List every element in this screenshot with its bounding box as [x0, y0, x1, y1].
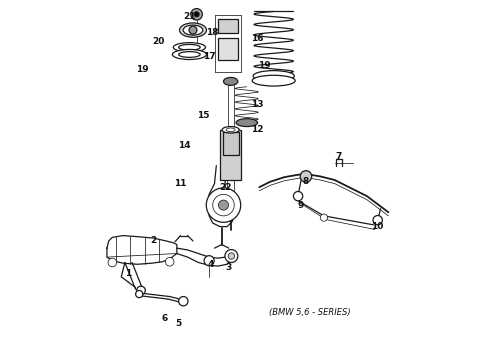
Text: 17: 17 — [203, 52, 216, 61]
Circle shape — [191, 9, 202, 20]
Text: 15: 15 — [197, 111, 210, 120]
Circle shape — [206, 188, 241, 222]
Ellipse shape — [183, 25, 203, 35]
Ellipse shape — [179, 51, 200, 57]
Circle shape — [166, 257, 174, 266]
Text: (BMW 5,6 - SERIES): (BMW 5,6 - SERIES) — [269, 308, 350, 317]
Ellipse shape — [179, 23, 206, 37]
Bar — [218, 39, 238, 60]
Circle shape — [189, 26, 197, 34]
Circle shape — [194, 12, 199, 17]
Text: 19: 19 — [258, 61, 271, 70]
Ellipse shape — [252, 75, 295, 86]
Bar — [218, 19, 238, 33]
Text: 11: 11 — [174, 179, 187, 188]
Ellipse shape — [226, 128, 235, 132]
Ellipse shape — [253, 71, 294, 81]
Text: 2: 2 — [150, 237, 157, 246]
Text: 21: 21 — [183, 12, 196, 21]
Circle shape — [228, 253, 235, 259]
Text: 12: 12 — [251, 125, 264, 134]
Text: 18: 18 — [206, 28, 219, 37]
Ellipse shape — [179, 44, 200, 50]
Circle shape — [204, 256, 214, 266]
Circle shape — [294, 192, 303, 201]
Circle shape — [219, 200, 228, 210]
Ellipse shape — [172, 49, 206, 59]
Circle shape — [320, 214, 327, 221]
Circle shape — [373, 216, 382, 225]
Text: 7: 7 — [335, 152, 342, 161]
Circle shape — [300, 171, 312, 182]
Text: 16: 16 — [251, 34, 264, 43]
Text: 9: 9 — [297, 201, 304, 210]
Circle shape — [213, 194, 234, 216]
Text: 14: 14 — [178, 141, 190, 150]
Ellipse shape — [236, 119, 258, 127]
Text: 13: 13 — [251, 100, 264, 109]
Text: 6: 6 — [161, 314, 168, 323]
Text: 1: 1 — [125, 269, 132, 278]
Text: 20: 20 — [153, 37, 165, 46]
Text: 10: 10 — [371, 222, 384, 231]
Text: 22: 22 — [219, 183, 232, 192]
Text: 3: 3 — [226, 264, 232, 273]
Circle shape — [108, 258, 117, 267]
Circle shape — [136, 291, 143, 298]
Circle shape — [225, 249, 238, 262]
Bar — [220, 130, 242, 180]
Text: 4: 4 — [208, 260, 214, 269]
Bar — [223, 132, 239, 155]
Ellipse shape — [222, 127, 239, 133]
Text: 19: 19 — [137, 65, 149, 74]
Circle shape — [179, 297, 188, 306]
Ellipse shape — [223, 77, 238, 85]
Ellipse shape — [173, 42, 205, 52]
Text: 5: 5 — [175, 319, 182, 328]
Circle shape — [137, 286, 146, 295]
Text: 8: 8 — [303, 177, 309, 186]
